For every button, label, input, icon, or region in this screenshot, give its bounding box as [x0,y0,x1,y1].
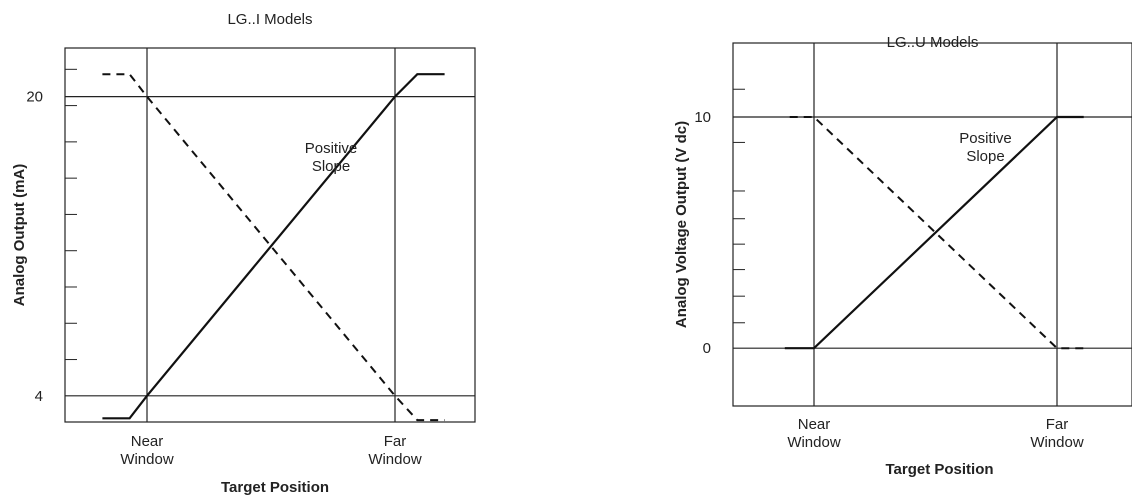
y-axis-title: Analog Voltage Output (V dc) [673,121,690,328]
slope-annotation: Positive Slope [959,130,1012,165]
positive-slope-line [102,73,445,420]
chart-title: LG..I Models [227,11,312,28]
plot-frame [732,42,1132,407]
y-tick-label: 4 [35,388,43,405]
y-tick-label: 20 [26,89,43,106]
x-tick-label-far: Far Window [368,433,422,468]
slope-annotation: Positive Slope [305,140,358,175]
x-tick-label-far: Far Window [1030,416,1084,451]
x-tick-label-near: Near Window [120,433,174,468]
x-tick-label-near: Near Window [787,416,841,451]
y-tick-label: 0 [703,340,711,357]
positive-slope-line [784,115,1084,350]
y-tick-label: 10 [694,109,711,126]
y-axis-title: Analog Output (mA) [11,164,28,306]
plot-frame [64,47,476,423]
x-axis-title: Target Position [221,479,329,496]
chart-1: LG..I Models 4 20 Positive Slope Near Window Fa… [11,11,476,496]
x-axis-title: Target Position [885,461,993,478]
negative-slope-line [102,73,445,422]
